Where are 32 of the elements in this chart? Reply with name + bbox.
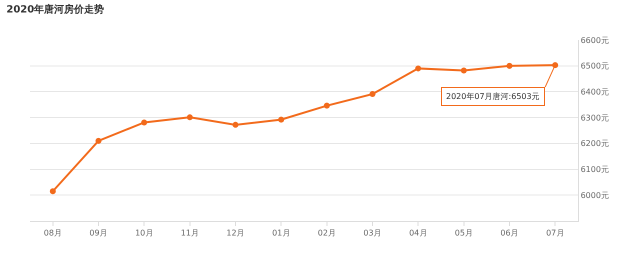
- point: [506, 62, 512, 69]
- y-tick-label: 6400元: [580, 88, 609, 97]
- x-tick-label: 08月: [44, 228, 62, 238]
- x-tick-label: 03月: [363, 228, 382, 238]
- x-tick-label: 01月: [272, 228, 290, 238]
- point: [50, 188, 56, 194]
- y-tick-label: 6100元: [580, 165, 609, 174]
- point: [324, 102, 330, 109]
- point: [415, 65, 422, 72]
- y-tick-label: 6600元: [580, 36, 609, 45]
- x-tick-label: 07月: [546, 228, 564, 238]
- point: [232, 122, 238, 128]
- x-tick-label: 04月: [409, 228, 428, 238]
- y-tick-label: 6200元: [580, 139, 609, 148]
- x-tick-label: 05月: [454, 228, 473, 238]
- y-tick-label: 6300元: [580, 113, 609, 122]
- point: [186, 114, 193, 120]
- point: [96, 138, 102, 144]
- x-tick-label: 11月: [180, 228, 199, 238]
- chart-title: 2020年唐河房价走势: [6, 3, 104, 16]
- x-tick-label: 12月: [226, 228, 245, 238]
- y-tick-label: 6000元: [580, 190, 609, 200]
- y-tick-label: 6500元: [580, 62, 609, 71]
- point: [370, 91, 376, 98]
- x-tick-label: 09月: [89, 228, 108, 238]
- x-tick-label: 02月: [318, 228, 336, 238]
- point: [141, 119, 148, 126]
- point: [460, 68, 467, 74]
- x-tick-label: 10月: [135, 228, 154, 238]
- point: [278, 116, 284, 123]
- x-tick-label: 06月: [500, 228, 519, 238]
- annotation: 2020年07月唐河:6503元: [446, 92, 540, 101]
